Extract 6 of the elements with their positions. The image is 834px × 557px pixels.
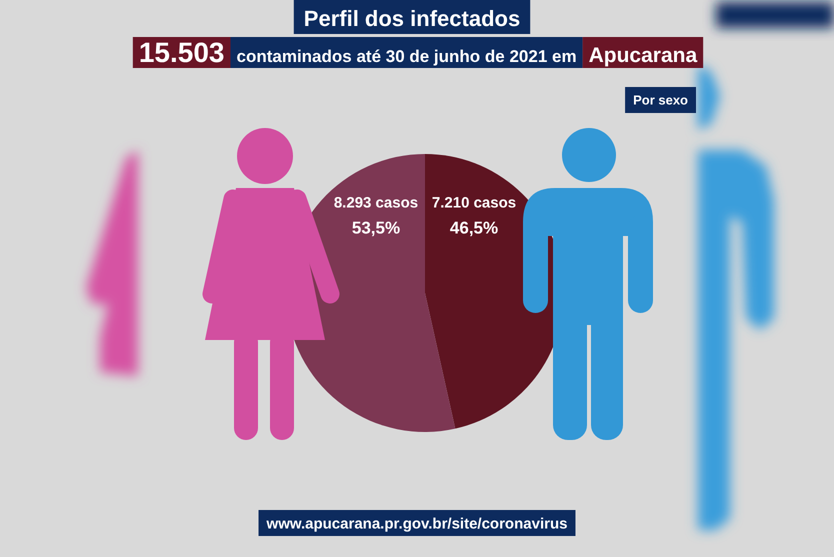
- chart-title: Perfil dos infectados: [304, 6, 520, 31]
- text: www.apucarana.pr.gov.br/site/coronavirus: [266, 515, 568, 532]
- chart-subtitle: 15.503 contaminados até 30 de junho de 2021 em Apucarana: [138, 37, 698, 68]
- text: Por sexo: [633, 92, 688, 108]
- data-label: 7.210 casos 46,5%: [432, 194, 516, 238]
- data-label: 8.293 casos 53,5%: [334, 194, 418, 238]
